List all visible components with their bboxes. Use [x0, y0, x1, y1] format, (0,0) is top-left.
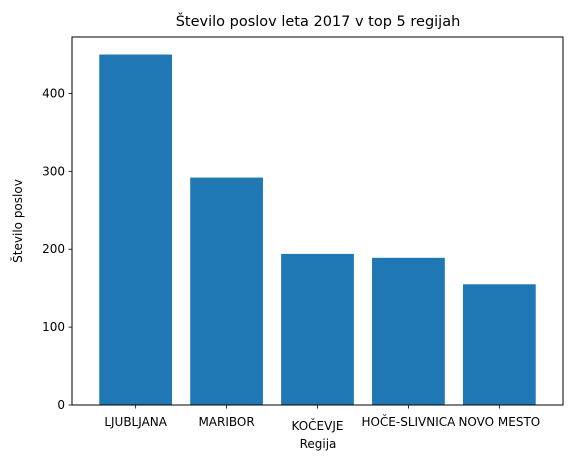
y-axis: 0 100 200 300 400 — [42, 86, 72, 412]
x-tick-label: KOČEVJE — [292, 418, 344, 433]
y-tick-label: 0 — [57, 398, 65, 412]
y-tick-label: 400 — [42, 86, 65, 100]
x-tick-label: MARIBOR — [198, 415, 254, 429]
x-tick-label: LJUBLJANA — [104, 415, 167, 429]
x-axis: LJUBLJANA MARIBOR KOČEVJE HOČE-SLIVNICA NOVO… — [104, 405, 540, 433]
bar-novo-mesto — [462, 284, 536, 405]
y-tick-label: 300 — [42, 164, 65, 178]
x-tick-label: HOČE-SLIVNICA — [361, 414, 456, 429]
x-tick-label: NOVO MESTO — [458, 415, 540, 429]
y-axis-title: Število poslov — [10, 179, 25, 263]
bar-ljubljana — [99, 54, 173, 406]
bars-group — [99, 54, 536, 406]
chart-title: Število poslov leta 2017 v top 5 regijah — [176, 12, 461, 30]
x-axis-title: Regija — [300, 437, 337, 451]
bar-hoče-slivnica — [372, 257, 445, 405]
y-tick-label: 200 — [42, 242, 65, 256]
bar-maribor — [190, 177, 263, 405]
bar-kočevje — [281, 253, 354, 405]
y-tick-label: 100 — [42, 320, 65, 334]
